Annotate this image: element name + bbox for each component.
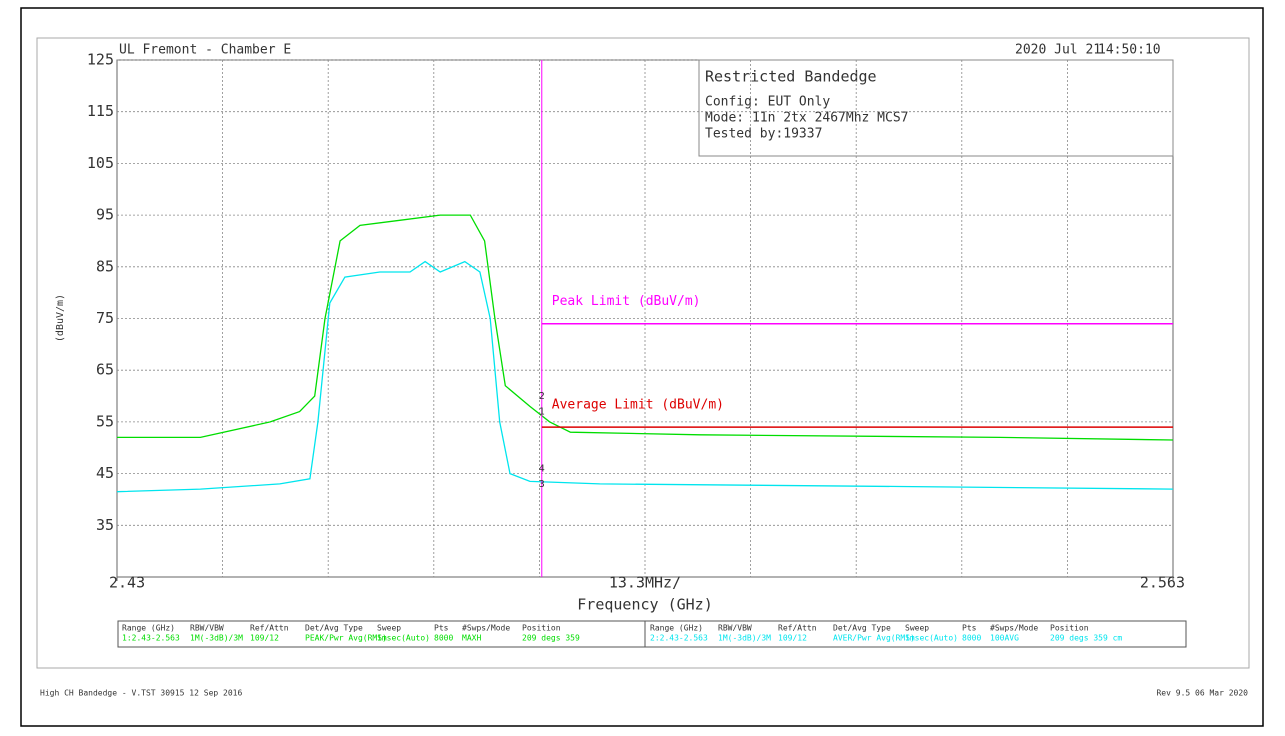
table-cell: 109/12 bbox=[250, 634, 279, 643]
y-tick-label: 35 bbox=[96, 516, 114, 534]
y-tick-label: 75 bbox=[96, 309, 114, 327]
table-cell: 8000 bbox=[962, 634, 981, 643]
y-axis-label: (dBuV/m) bbox=[55, 294, 66, 342]
marker-label: 2 bbox=[539, 391, 545, 402]
table-header: Position bbox=[522, 624, 561, 633]
header-left: UL Fremont - Chamber E bbox=[119, 43, 291, 58]
marker-label: 3 bbox=[539, 479, 545, 490]
table-header: Ref/Attn bbox=[250, 624, 289, 633]
trace bbox=[116, 260, 1174, 493]
y-tick-label: 45 bbox=[96, 464, 114, 482]
limit-label: Average Limit (dBuV/m) bbox=[552, 398, 724, 413]
page-frame bbox=[20, 7, 1264, 727]
table-cell: 109/12 bbox=[778, 634, 807, 643]
table-header: Det/Avg Type bbox=[833, 624, 891, 633]
table-cell: 1M(-3dB)/3M bbox=[718, 634, 771, 643]
table-header: Sweep bbox=[377, 624, 401, 633]
marker-label: 4 bbox=[539, 463, 545, 474]
table-cell: MAXH bbox=[462, 634, 481, 643]
table-cell: 100AVG bbox=[990, 634, 1019, 643]
table-header: #Swps/Mode bbox=[990, 624, 1038, 633]
table-header: Sweep bbox=[905, 624, 929, 633]
info-line: Tested by:19337 bbox=[705, 127, 822, 142]
table-header: Position bbox=[1050, 624, 1089, 633]
table-cell: PEAK/Pwr Avg(RMS) bbox=[305, 634, 387, 643]
table-header: Ref/Attn bbox=[778, 624, 817, 633]
marker-label: 1 bbox=[539, 407, 545, 418]
info-box bbox=[698, 59, 1174, 157]
table-cell: 1M(-3dB)/3M bbox=[190, 634, 243, 643]
footer-left: High CH Bandedge - V.TST 30915 12 Sep 20… bbox=[40, 689, 242, 698]
table-cell: 209 degs 359 cm bbox=[1050, 634, 1122, 643]
info-line: Config: EUT Only bbox=[705, 95, 830, 110]
table-header: Range (GHz) bbox=[122, 624, 175, 633]
settings-table bbox=[117, 620, 1187, 648]
x-tick-label: 2.563 bbox=[1140, 574, 1185, 592]
y-tick-label: 105 bbox=[87, 154, 114, 172]
y-tick-label: 65 bbox=[96, 361, 114, 379]
info-title: Restricted Bandedge bbox=[705, 68, 877, 86]
footer-right: Rev 9.5 06 Mar 2020 bbox=[1156, 689, 1248, 698]
table-cell: 2:2.43-2.563 bbox=[650, 634, 708, 643]
table-cell: 1:2.43-2.563 bbox=[122, 634, 180, 643]
x-span-label: 13.3MHz/ bbox=[609, 574, 681, 592]
table-header: Pts bbox=[962, 624, 977, 633]
table-header: RBW/VBW bbox=[718, 624, 752, 633]
y-tick-label: 115 bbox=[87, 102, 114, 120]
header-time: 14:50:10 bbox=[1098, 43, 1161, 58]
screen-frame bbox=[36, 37, 1250, 669]
x-axis-label: Frequency (GHz) bbox=[577, 596, 712, 614]
y-tick-label: 85 bbox=[96, 257, 114, 275]
table-header: #Swps/Mode bbox=[462, 624, 510, 633]
trace bbox=[117, 214, 1174, 441]
table-header: Range (GHz) bbox=[650, 624, 703, 633]
header-date: 2020 Jul 21 bbox=[1015, 43, 1101, 58]
table-cell: 1msec(Auto) bbox=[377, 634, 430, 643]
table-cell: AVER/Pwr Avg(RMS) bbox=[833, 634, 915, 643]
table-header: RBW/VBW bbox=[190, 624, 224, 633]
y-tick-label: 125 bbox=[87, 51, 114, 69]
x-tick-label: 2.43 bbox=[109, 574, 145, 592]
table-cell: 8000 bbox=[434, 634, 453, 643]
y-tick-label: 95 bbox=[96, 206, 114, 224]
table-cell: 209 degs 359 bbox=[522, 634, 580, 643]
table-header: Pts bbox=[434, 624, 449, 633]
y-tick-label: 55 bbox=[96, 412, 114, 430]
info-line: Mode: 11n 2tx 2467Mhz MCS7 bbox=[705, 111, 909, 126]
table-header: Det/Avg Type bbox=[305, 624, 363, 633]
table-cell: 1msec(Auto) bbox=[905, 634, 958, 643]
limit-label: Peak Limit (dBuV/m) bbox=[552, 294, 701, 309]
